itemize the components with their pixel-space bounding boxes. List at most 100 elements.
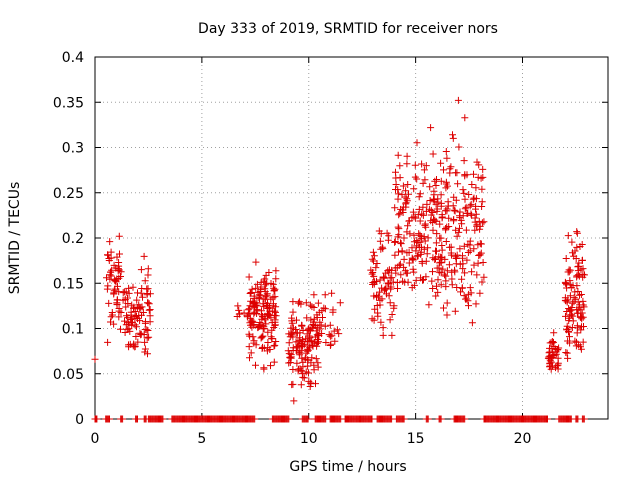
data-point [296,334,304,342]
data-point [272,267,280,275]
data-point [136,303,144,311]
data-point [400,415,408,423]
data-point [449,202,457,210]
data-point [460,189,468,197]
data-point [106,238,114,246]
data-point [262,281,270,289]
data-point [395,225,403,233]
data-point [458,275,466,283]
data-point [432,292,440,300]
data-point [398,191,406,199]
data-point [386,274,394,282]
data-point [579,338,587,346]
data-point [304,346,312,354]
data-point [266,346,274,353]
data-point [453,251,461,259]
data-point [371,305,379,313]
y-tick-label: 0.4 [62,50,84,66]
data-point [477,174,485,182]
data-point [303,314,311,322]
data-point [146,306,154,313]
data-point [397,239,404,247]
data-point [145,306,153,314]
data-point [258,333,266,341]
data-point [368,270,376,278]
data-point [571,288,579,296]
data-point [250,321,258,328]
data-point [249,333,257,341]
data-point [429,285,437,292]
data-point [412,276,420,284]
data-point [456,245,464,253]
data-point [472,300,480,308]
data-point [107,313,115,321]
data-point [378,284,386,292]
data-point [550,329,558,337]
data-point [144,265,152,273]
data-point [432,217,440,225]
data-point [233,313,241,320]
data-point [472,195,480,203]
data-point [417,274,425,282]
x-tick-label: 20 [514,431,532,447]
data-point [144,350,151,358]
data-point [313,339,321,347]
data-point [395,248,402,256]
data-point [403,160,411,168]
data-point [246,309,254,317]
data-point [441,271,448,279]
data-point [428,277,436,285]
data-point [316,325,324,333]
data-point [121,329,129,336]
data-point [470,245,478,253]
data-point [380,274,388,281]
data-point [143,334,151,342]
data-point [415,205,423,213]
data-point [470,261,478,269]
data-point [247,289,255,296]
data-point [410,268,418,276]
data-point [331,337,339,345]
data-point [245,273,253,281]
data-point [578,241,586,248]
data-point [143,326,151,334]
data-point [379,245,387,253]
data-point [297,381,305,389]
data-point [122,288,130,296]
data-point [400,255,408,263]
data-point [443,267,451,275]
data-point [395,261,403,269]
data-point [456,214,464,222]
data-point [262,320,270,328]
data-point [292,338,300,346]
data-point [310,315,318,323]
y-tick-label: 0.35 [53,95,84,111]
data-point [272,303,280,311]
data-point [333,326,341,334]
data-point [300,374,308,382]
data-point [439,265,447,273]
data-point [391,251,399,259]
data-point [478,185,486,193]
data-point [573,229,581,237]
data-point [465,191,473,198]
data-point [431,177,439,185]
data-point [546,348,554,356]
data-point [466,237,474,245]
data-point [478,203,486,210]
data-point [256,321,264,329]
data-point [419,211,427,219]
data-point [423,250,431,258]
data-point [394,151,402,159]
data-point [318,330,326,337]
data-point [367,266,375,274]
data-point [246,290,254,297]
data-point [374,293,382,301]
data-point [425,301,433,309]
data-point [301,355,309,363]
data-point [550,351,558,359]
data-point [447,249,455,257]
data-point [405,259,413,267]
data-point [450,216,458,223]
data-point [467,200,475,208]
